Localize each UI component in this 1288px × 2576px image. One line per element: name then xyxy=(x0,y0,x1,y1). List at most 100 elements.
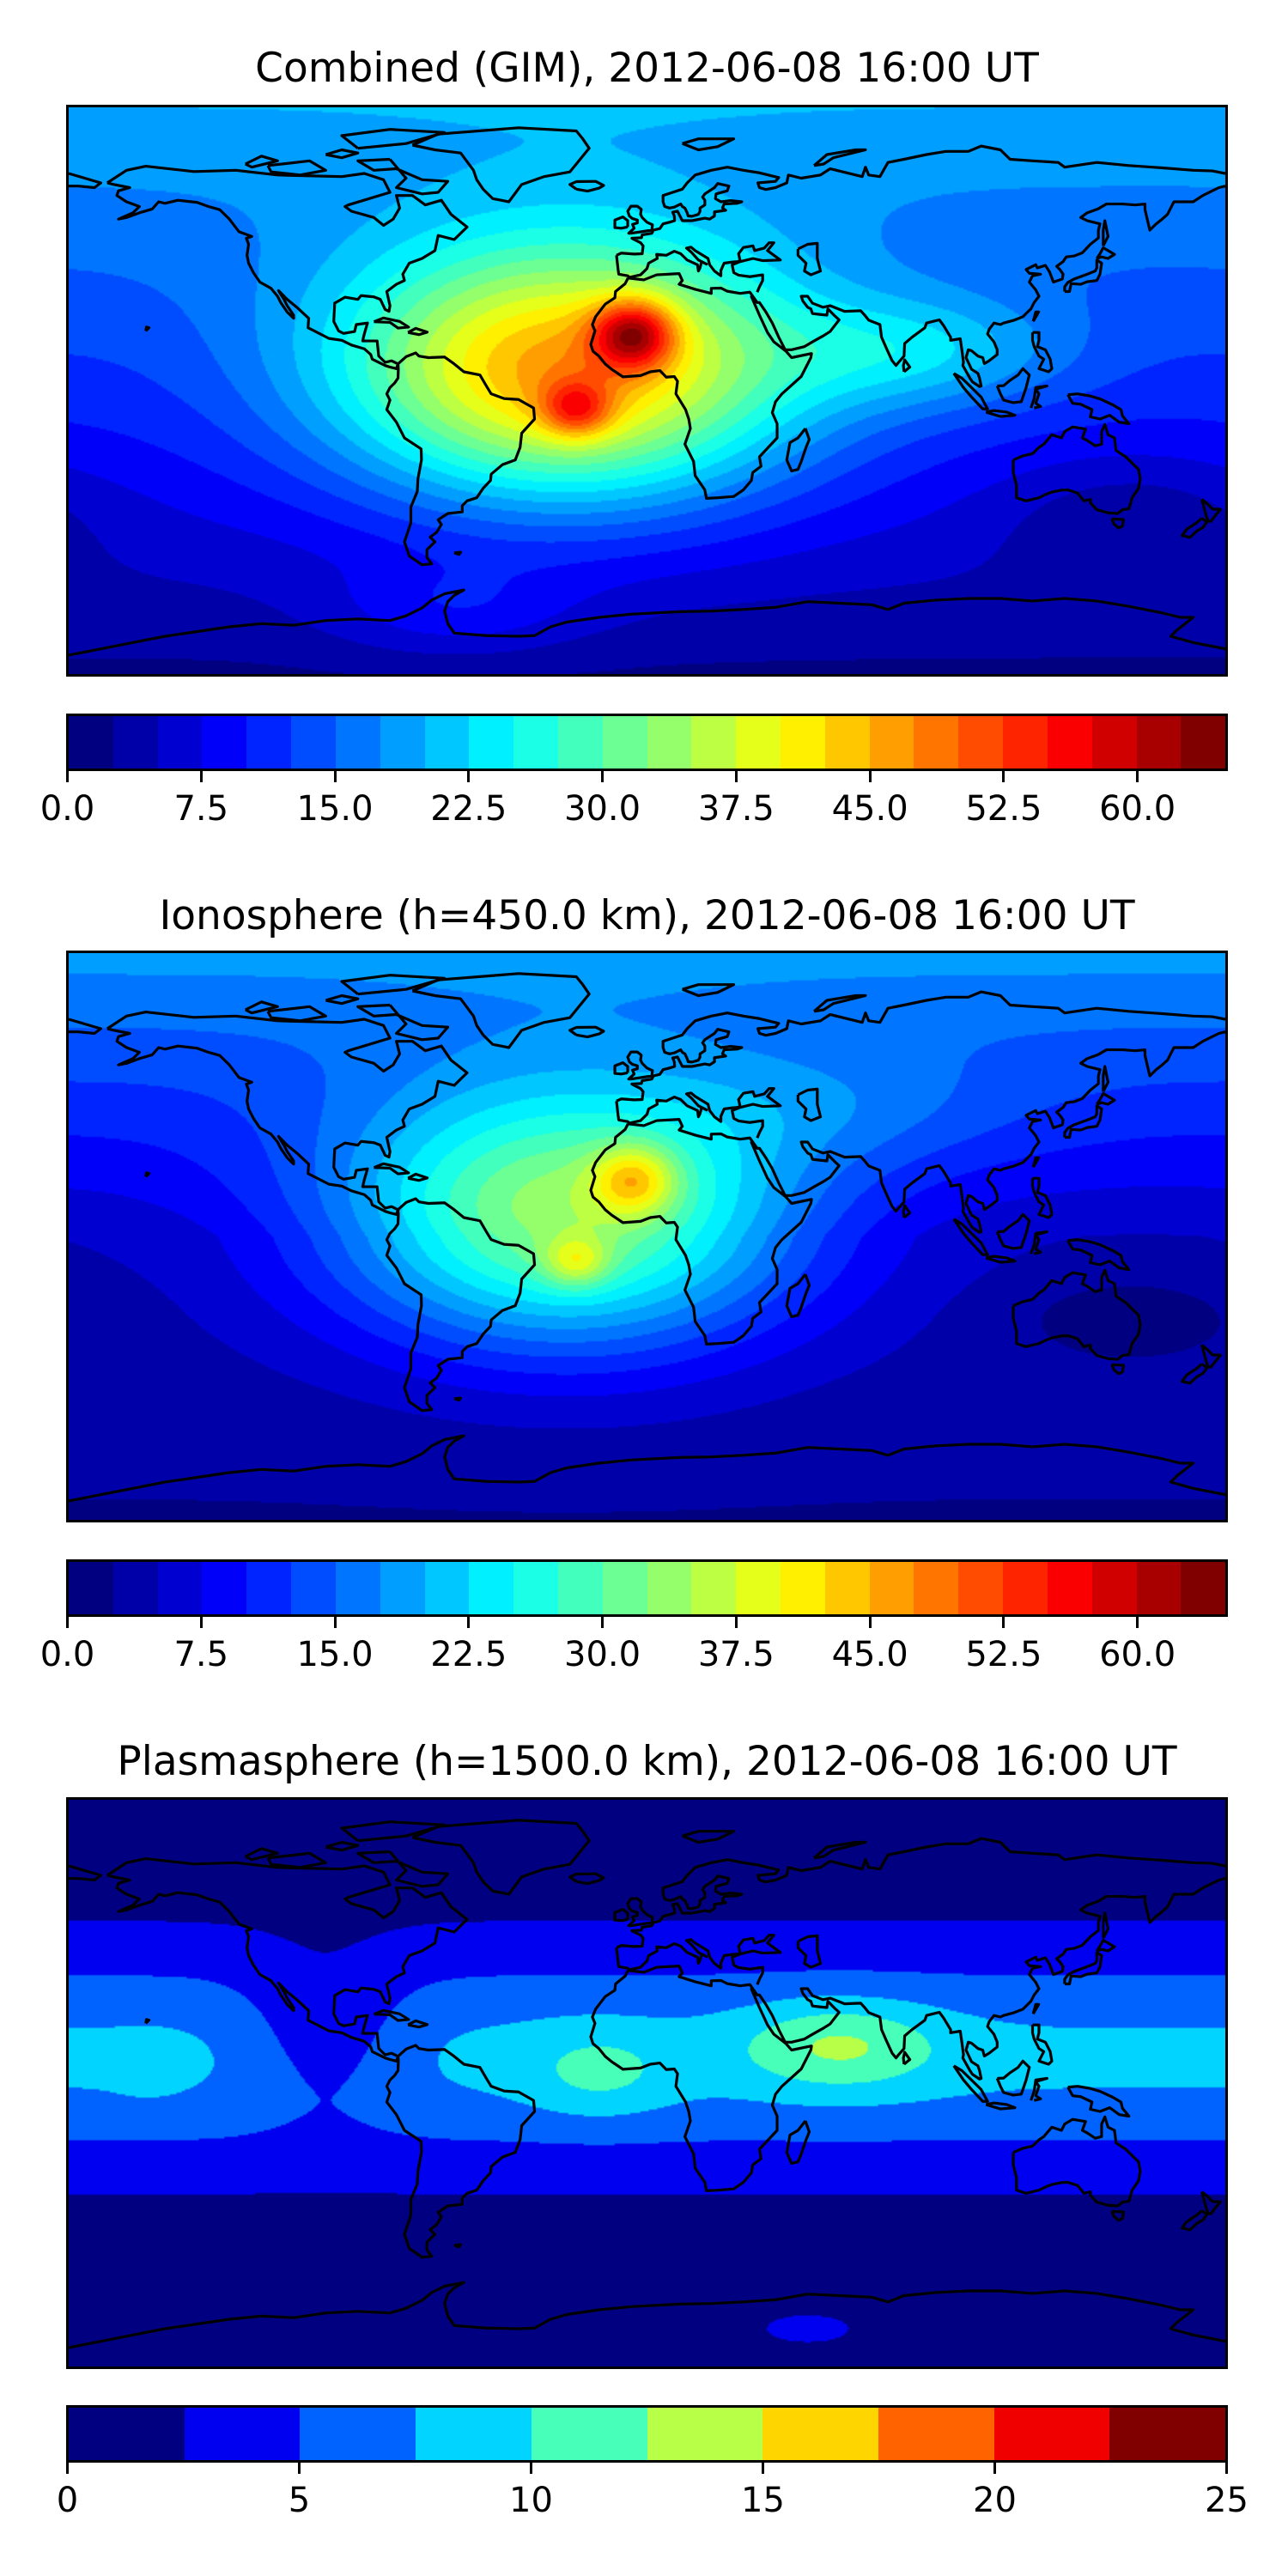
coastline xyxy=(1031,1232,1048,1255)
coastline xyxy=(268,1006,325,1021)
colorbar-bin xyxy=(869,1562,914,1614)
coastline xyxy=(1031,2079,1048,2101)
coastline xyxy=(615,1910,628,1921)
coastline xyxy=(374,1163,408,1174)
coastline xyxy=(617,146,1225,255)
colorbar-tick-label: 30.0 xyxy=(564,1635,641,1674)
coastline xyxy=(342,1822,445,1841)
coastline xyxy=(412,128,589,202)
coastline xyxy=(1182,1364,1206,1383)
coastline xyxy=(1097,1094,1115,1104)
colorbar-bin xyxy=(914,716,959,769)
coastline xyxy=(798,243,820,275)
coastline xyxy=(408,1174,427,1180)
colorbar-bin xyxy=(691,716,737,769)
colorbar-bin xyxy=(958,1562,1004,1614)
coastline xyxy=(570,1027,604,1036)
coastline xyxy=(454,2245,460,2247)
colorbar-bin xyxy=(1181,716,1226,769)
coastline xyxy=(986,410,1015,416)
coastline xyxy=(986,2103,1015,2109)
colorbar-bin xyxy=(602,716,647,769)
coastline xyxy=(591,1120,811,1345)
colorbar-tick xyxy=(66,2463,69,2474)
colorbar-bin xyxy=(380,1562,425,1614)
coastline xyxy=(758,1032,1225,1233)
coastline xyxy=(454,1398,460,1400)
colorbar-tick-label: 7.5 xyxy=(173,1635,229,1674)
colorbar-tick xyxy=(1136,771,1139,782)
coastline xyxy=(69,1866,100,1880)
colorbar-bin xyxy=(291,716,336,769)
coastline xyxy=(1033,332,1052,372)
coastline xyxy=(903,360,909,372)
colorbar-bin xyxy=(300,2408,416,2460)
colorbar-bin xyxy=(647,1562,692,1614)
coastline xyxy=(615,217,628,228)
colorbar-bin xyxy=(69,1562,113,1614)
colorbar-bin xyxy=(1003,1562,1048,1614)
colorbar-tick-label: 45.0 xyxy=(831,1635,908,1674)
coastline xyxy=(1068,394,1129,424)
coastline xyxy=(1065,1953,1102,1984)
colorbar-tick-label: 37.5 xyxy=(697,1635,775,1674)
colorbar-tick xyxy=(601,771,605,782)
colorbar-tick-label: 52.5 xyxy=(965,1635,1042,1674)
colorbar-tick xyxy=(868,1617,872,1628)
coastline xyxy=(1097,1941,1115,1951)
colorbar-tick xyxy=(298,2463,301,2474)
coastline xyxy=(268,1853,325,1868)
coastline xyxy=(268,161,325,175)
colorbar-bin xyxy=(424,716,470,769)
coastline xyxy=(997,368,1029,403)
coastline xyxy=(1103,1066,1109,1091)
colorbar-bin xyxy=(246,1562,292,1614)
colorbar-bin xyxy=(1091,716,1137,769)
coastline xyxy=(954,1219,987,1255)
coastline xyxy=(814,1843,866,1858)
colorbar-tick xyxy=(762,2463,764,2474)
coastline xyxy=(107,167,467,369)
colorbar-bin xyxy=(736,716,781,769)
colorbar-bin xyxy=(557,1562,603,1614)
colorbar-bin xyxy=(869,716,914,769)
coastline xyxy=(386,2045,534,2257)
coastline xyxy=(683,139,734,150)
filled-contour-field xyxy=(69,1800,1225,2366)
coastline xyxy=(954,2066,987,2101)
colorbar-tick-label: 0.0 xyxy=(39,789,95,829)
ionosphere-colorbar xyxy=(66,1559,1228,1617)
coastline xyxy=(69,2282,1225,2348)
coastline xyxy=(758,186,1225,387)
coastline xyxy=(1202,2192,1221,2215)
colorbar-bin xyxy=(246,716,292,769)
ionosphere-title: Ionosphere (h=450.0 km), 2012-06-08 16:0… xyxy=(159,892,1135,939)
colorbar-bin xyxy=(202,1562,247,1614)
colorbar-tick xyxy=(467,771,471,782)
coastline xyxy=(408,328,427,334)
colorbar-bin xyxy=(557,716,603,769)
coastline xyxy=(903,1206,909,1218)
plasmasphere-colorbar xyxy=(66,2405,1228,2463)
colorbar-bin xyxy=(1136,716,1182,769)
coastline xyxy=(1202,1346,1221,1368)
coastline xyxy=(903,2052,909,2064)
coastline xyxy=(1065,260,1102,292)
coastline xyxy=(798,1089,820,1121)
coastline xyxy=(814,150,866,166)
coastline xyxy=(1065,1106,1102,1138)
colorbar-bin xyxy=(112,716,158,769)
coastline xyxy=(617,1838,1225,1947)
colorbar-bin xyxy=(513,1562,558,1614)
coastline xyxy=(617,1935,781,1985)
coastline xyxy=(412,974,589,1048)
coastline xyxy=(954,374,987,409)
coastline xyxy=(107,1859,467,2062)
coastline xyxy=(787,2121,809,2164)
coastline xyxy=(997,1214,1029,1249)
coastline xyxy=(374,318,408,328)
colorbar-tick xyxy=(199,771,203,782)
coastline xyxy=(997,2061,1029,2095)
coastline xyxy=(325,1843,357,1850)
coastline xyxy=(408,2020,427,2026)
